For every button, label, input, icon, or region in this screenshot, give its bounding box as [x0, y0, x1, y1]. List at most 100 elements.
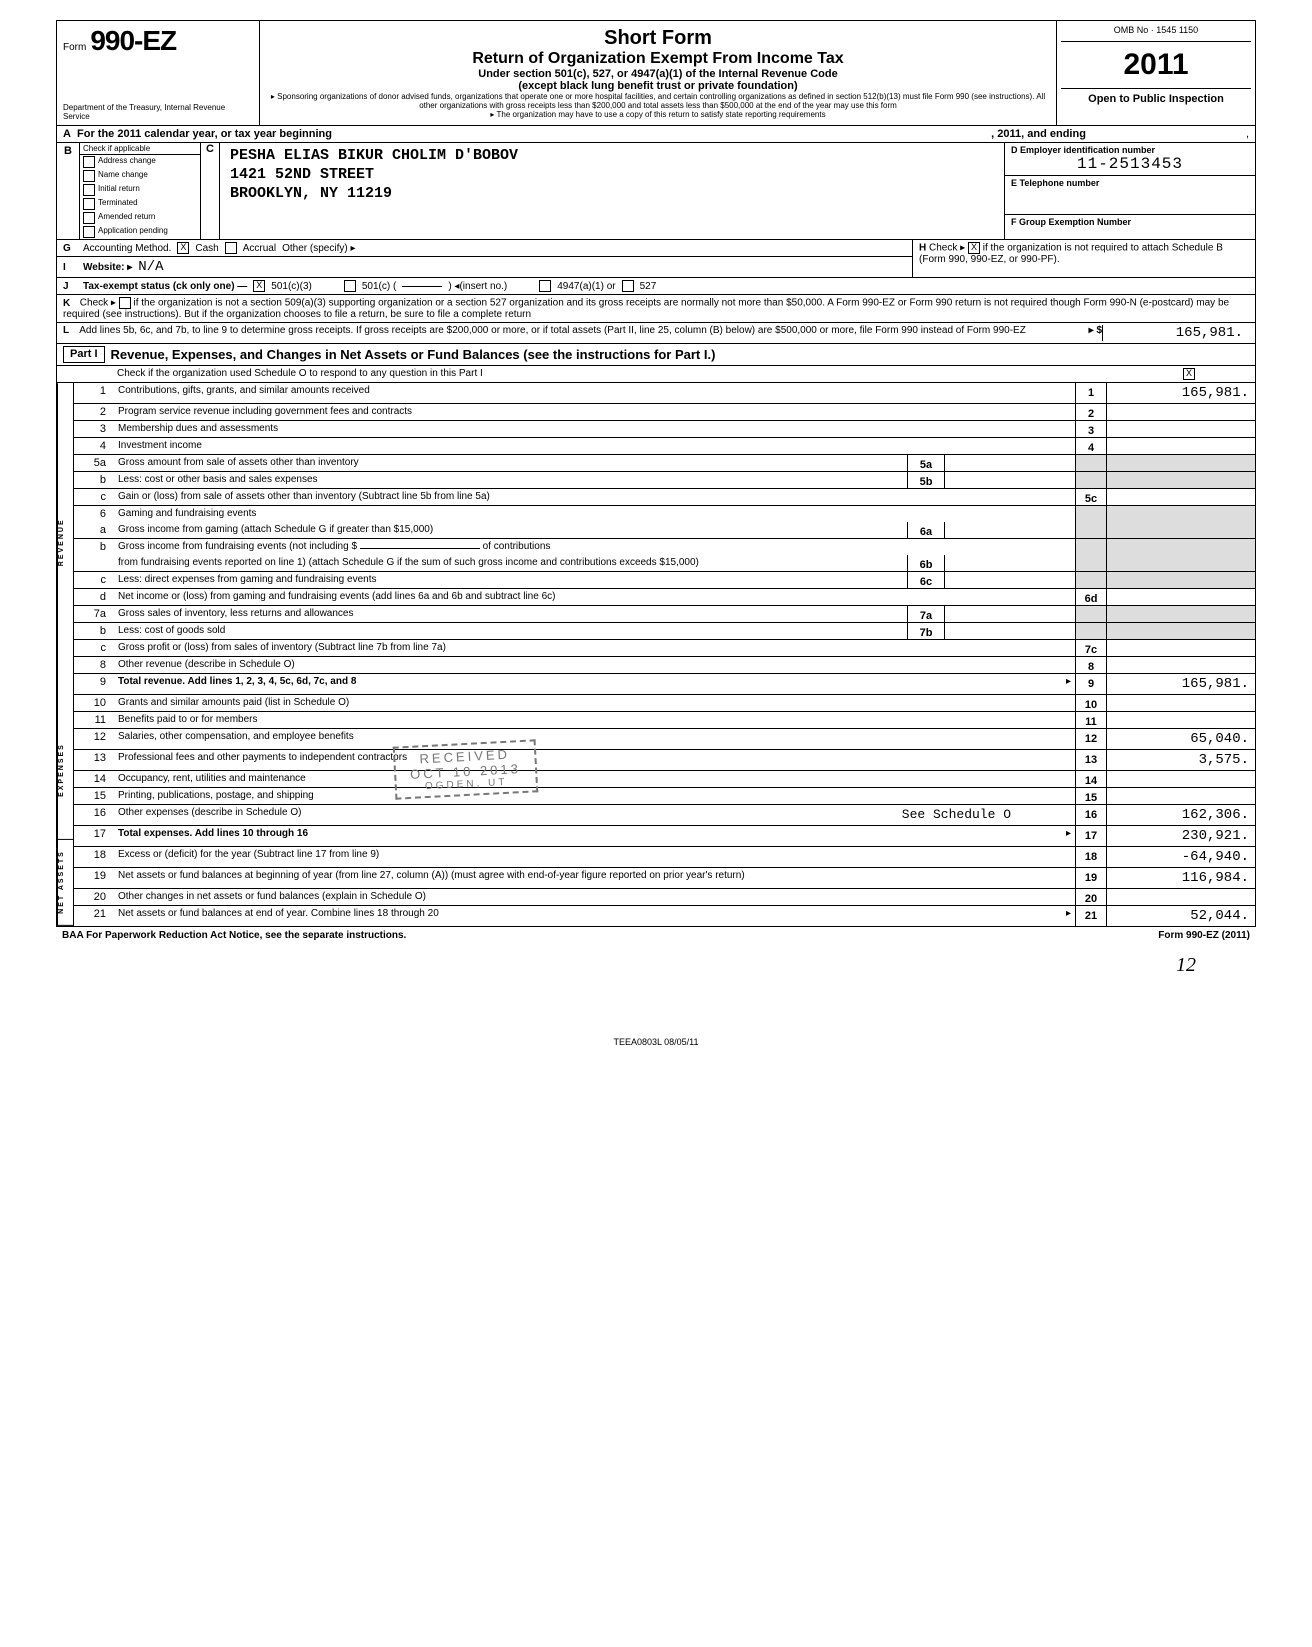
side-netassets: NET ASSETS: [57, 840, 74, 926]
form-number: 990-EZ: [90, 25, 176, 57]
line-19: 19 Net assets or fund balances at beginn…: [74, 868, 1255, 889]
title-main: Return of Organization Exempt From Incom…: [266, 50, 1050, 68]
line-6b: b Gross income from fundraising events (…: [74, 539, 1255, 555]
form-header: Form 990-EZ Department of the Treasury, …: [57, 21, 1255, 126]
line-a-mid: , 2011, and ending: [991, 128, 1086, 140]
row-a: A For the 2011 calendar year, or tax yea…: [57, 126, 1255, 143]
chk-initial[interactable]: [83, 184, 95, 196]
line-1: 1 Contributions, gifts, grants, and simi…: [74, 383, 1255, 404]
line-15: 15 Printing, publications, postage, and …: [74, 788, 1255, 805]
baa-text: BAA For Paperwork Reduction Act Notice, …: [62, 930, 406, 941]
line-7b: b Less: cost of goods sold 7b: [74, 623, 1255, 640]
line-a-end: ,: [1246, 128, 1249, 140]
row-g: G Accounting Method. X Cash Accrual Othe…: [57, 240, 912, 257]
form-prefix: Form: [63, 42, 86, 53]
header-center: Short Form Return of Organization Exempt…: [260, 21, 1056, 125]
chk-527[interactable]: [622, 280, 634, 292]
chk-4947[interactable]: [539, 280, 551, 292]
chk-pending[interactable]: [83, 226, 95, 238]
gross-receipts-amount: 165,981.: [1102, 325, 1249, 341]
form-footer: Form 990-EZ (2011): [1158, 930, 1250, 941]
chk-k[interactable]: [119, 297, 131, 309]
baa-footer: BAA For Paperwork Reduction Act Notice, …: [56, 927, 1256, 944]
org-name: PESHA ELIAS BIKUR CHOLIM D'BOBOV: [230, 147, 994, 164]
row-i: I Website: ▸ N/A: [57, 257, 912, 277]
chk-schedule-o[interactable]: X: [1183, 368, 1195, 380]
line-6c: c Less: direct expenses from gaming and …: [74, 572, 1255, 589]
row-k: K Check ▸ if the organization is not a s…: [57, 295, 1255, 323]
side-expenses: EXPENSES: [57, 701, 74, 840]
label-a: A: [63, 128, 77, 140]
chk-name[interactable]: [83, 170, 95, 182]
part1-tag: Part I: [63, 346, 105, 363]
chk-amended[interactable]: [83, 212, 95, 224]
chk-501c[interactable]: [344, 280, 356, 292]
chk-address[interactable]: [83, 156, 95, 168]
check-column: Check if applicable Address change Name …: [80, 143, 201, 239]
header-left: Form 990-EZ Department of the Treasury, …: [57, 21, 260, 125]
check-o-row: Check if the organization used Schedule …: [57, 366, 1255, 383]
line-4: 4 Investment income 4: [74, 438, 1255, 455]
label-e: E Telephone number: [1011, 178, 1249, 188]
website-value: N/A: [138, 259, 163, 275]
title-short: Short Form: [266, 27, 1050, 50]
line-12: 12 Salaries, other compensation, and emp…: [74, 729, 1255, 750]
label-c: C: [201, 143, 220, 239]
open-public: Open to Public Inspection: [1061, 88, 1251, 105]
line-20: 20 Other changes in net assets or fund b…: [74, 889, 1255, 906]
line-5a: 5a Gross amount from sale of assets othe…: [74, 455, 1255, 472]
state-note: ▸ The organization may have to use a cop…: [266, 110, 1050, 119]
omb-number: OMB No · 1545 1150: [1061, 25, 1251, 42]
form-990ez: Form 990-EZ Department of the Treasury, …: [56, 20, 1256, 927]
part1-header: Part I Revenue, Expenses, and Changes in…: [57, 344, 1255, 366]
chk-terminated[interactable]: [83, 198, 95, 210]
line-6: 6 Gaming and fundraising events: [74, 506, 1255, 522]
line-a-text: For the 2011 calendar year, or tax year …: [77, 128, 332, 140]
label-f: F Group Exemption Number: [1011, 217, 1249, 227]
page-number: 12: [56, 954, 1256, 977]
line-17: 17 Total expenses. Add lines 10 through …: [74, 826, 1255, 847]
line-6b2: from fundraising events reported on line…: [74, 555, 1255, 572]
department-label: Department of the Treasury, Internal Rev…: [63, 103, 253, 121]
line-21: 21 Net assets or fund balances at end of…: [74, 906, 1255, 926]
line-11: 11 Benefits paid to or for members 11: [74, 712, 1255, 729]
line-9: 9 Total revenue. Add lines 1, 2, 3, 4, 5…: [74, 674, 1255, 695]
name-address-block: PESHA ELIAS BIKUR CHOLIM D'BOBOV 1421 52…: [220, 143, 1004, 239]
line-8: 8 Other revenue (describe in Schedule O)…: [74, 657, 1255, 674]
side-revenue: REVENUE: [57, 383, 74, 701]
row-j: J Tax-exempt status (ck only one) — X 50…: [57, 278, 1255, 295]
check-header: Check if applicable: [80, 143, 200, 155]
part1-body: REVENUE EXPENSES NET ASSETS RECEIVED OCT…: [57, 383, 1255, 926]
footer-code: TEEA0803L 08/05/11: [56, 1037, 1256, 1047]
line-7c: c Gross profit or (loss) from sales of i…: [74, 640, 1255, 657]
line-10: 10 Grants and similar amounts paid (list…: [74, 695, 1255, 712]
line-7a: 7a Gross sales of inventory, less return…: [74, 606, 1255, 623]
sponsor-note: ▸ Sponsoring organizations of donor advi…: [266, 92, 1050, 110]
line-5c: c Gain or (loss) from sale of assets oth…: [74, 489, 1255, 506]
line-13: 13 Professional fees and other payments …: [74, 750, 1255, 771]
header-right: OMB No · 1545 1150 2011 Open to Public I…: [1056, 21, 1255, 125]
chk-501c3[interactable]: X: [253, 280, 265, 292]
line-3: 3 Membership dues and assessments 3: [74, 421, 1255, 438]
org-address: 1421 52ND STREET: [230, 166, 994, 183]
line-14: 14 Occupancy, rent, utilities and mainte…: [74, 771, 1255, 788]
label-b: B: [57, 143, 80, 239]
line-18: 18 Excess or (deficit) for the year (Sub…: [74, 847, 1255, 868]
chk-accrual[interactable]: [225, 242, 237, 254]
line-6d: d Net income or (loss) from gaming and f…: [74, 589, 1255, 606]
ein: 11-2513453: [1011, 155, 1249, 173]
received-stamp: RECEIVED OCT 10 2013 OGDEN, UT: [393, 739, 538, 799]
chk-h[interactable]: X: [968, 242, 980, 254]
subtitle2: (except black lung benefit trust or priv…: [266, 80, 1050, 92]
row-l: L Add lines 5b, 6c, and 7b, to line 9 to…: [57, 323, 1255, 344]
chk-cash[interactable]: X: [177, 242, 189, 254]
label-d: D Employer identification number: [1011, 145, 1249, 155]
col-def: D Employer identification number 11-2513…: [1004, 143, 1255, 239]
row-h: H Check ▸ X if the organization is not r…: [913, 240, 1255, 277]
line-6a: a Gross income from gaming (attach Sched…: [74, 522, 1255, 539]
line-16: 16 Other expenses (describe in Schedule …: [74, 805, 1255, 826]
section-bcdef: B Check if applicable Address change Nam…: [57, 143, 1255, 240]
part1-title: Revenue, Expenses, and Changes in Net As…: [111, 344, 716, 365]
line-5b: b Less: cost or other basis and sales ex…: [74, 472, 1255, 489]
org-city: BROOKLYN, NY 11219: [230, 185, 994, 202]
